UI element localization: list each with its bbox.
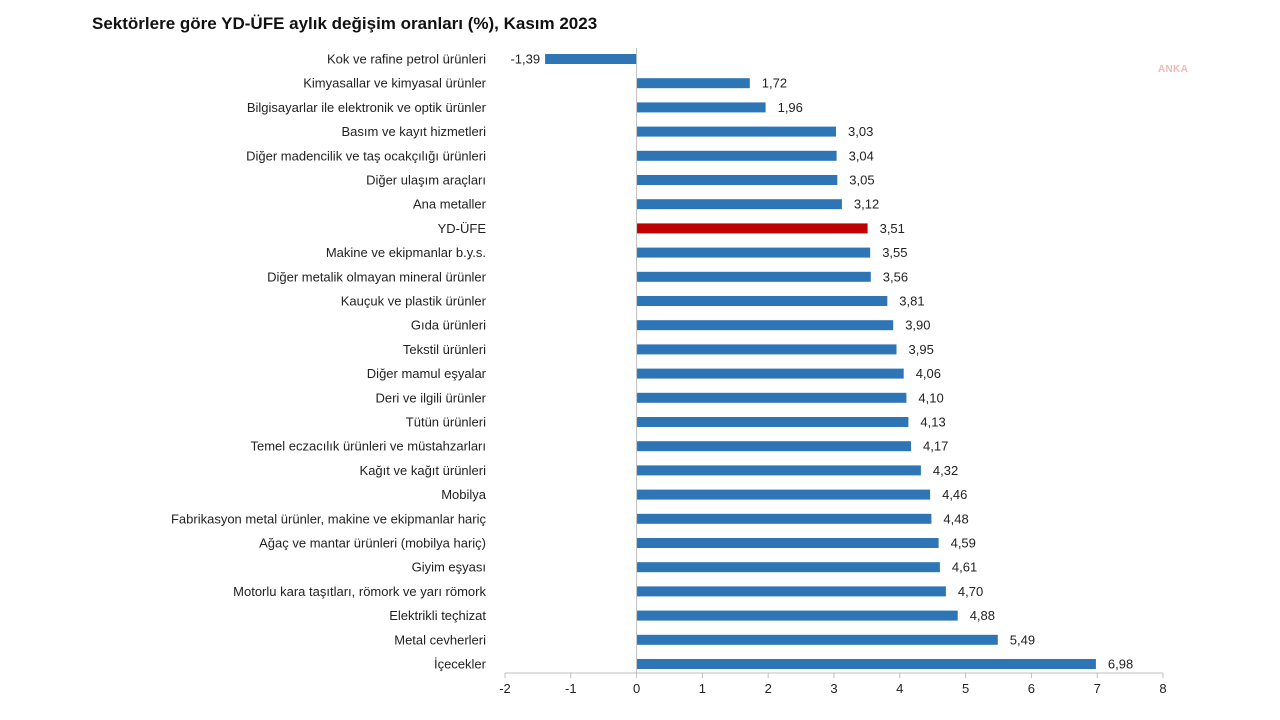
- category-label: Kok ve rafine petrol ürünleri: [327, 52, 486, 67]
- bar: [636, 513, 932, 524]
- bar: [636, 417, 909, 427]
- x-tick-label: 2: [765, 681, 772, 696]
- value-label: 1,72: [762, 76, 787, 91]
- value-label: 6,98: [1108, 657, 1133, 672]
- category-label: Gıda ürünleri: [411, 318, 486, 333]
- category-label: Temel eczacılık ürünleri ve müstahzarlar…: [250, 439, 486, 454]
- value-label: 4,10: [918, 390, 943, 405]
- bar: [636, 271, 871, 282]
- bar: [636, 247, 871, 258]
- category-label: YD-ÜFE: [438, 221, 487, 236]
- value-label: 3,05: [849, 173, 874, 188]
- category-label: Fabrikasyon metal ürünler, makine ve eki…: [171, 511, 487, 526]
- x-tick-label: 4: [896, 681, 903, 696]
- bar: [636, 175, 838, 185]
- value-label: 3,81: [899, 294, 924, 309]
- bar: [636, 586, 946, 597]
- x-tick-label: -1: [565, 681, 577, 696]
- bar: [636, 465, 921, 476]
- bar: [636, 489, 931, 500]
- value-label: 4,13: [920, 415, 945, 430]
- bar: [636, 102, 766, 113]
- value-label: -1,39: [510, 52, 540, 67]
- value-label: 1,96: [778, 100, 803, 115]
- bar: [636, 150, 837, 161]
- value-label: 4,17: [923, 439, 948, 454]
- x-tick-label: 7: [1094, 681, 1101, 696]
- category-label: Diğer ulaşım araçları: [366, 173, 486, 188]
- bar: [636, 344, 897, 355]
- category-label: Kimyasallar ve kimyasal ürünler: [303, 76, 486, 91]
- category-label: Makine ve ekipmanlar b.y.s.: [326, 245, 486, 260]
- category-label: Giyim eşyası: [412, 560, 486, 575]
- bar: [636, 659, 1096, 669]
- x-tick-label: 5: [962, 681, 969, 696]
- bar-highlight: [636, 223, 868, 234]
- value-label: 4,46: [942, 487, 967, 502]
- value-label: 4,61: [952, 560, 977, 575]
- value-label: 5,49: [1010, 632, 1035, 647]
- category-label: Bilgisayarlar ile elektronik ve optik ür…: [247, 100, 487, 115]
- value-label: 3,51: [880, 221, 905, 236]
- category-label: Mobilya: [441, 487, 487, 502]
- value-label: 3,56: [883, 269, 908, 284]
- value-label: 4,70: [958, 584, 983, 599]
- category-label: Metal cevherleri: [394, 632, 486, 647]
- bar: [636, 441, 911, 452]
- watermark-logo: ANKA: [1158, 64, 1189, 75]
- x-tick-label: 1: [699, 681, 706, 696]
- category-label: Deri ve ilgili ürünler: [375, 390, 486, 405]
- value-label: 4,32: [933, 463, 958, 478]
- x-tick-label: 0: [633, 681, 640, 696]
- bar: [636, 296, 888, 306]
- category-label: Elektrikli teçhizat: [389, 608, 486, 623]
- x-tick-label: 6: [1028, 681, 1035, 696]
- bar: [636, 78, 750, 89]
- category-label: Diğer madencilik ve taş ocakçılığı ürünl…: [246, 148, 486, 163]
- bar: [636, 126, 836, 137]
- value-label: 3,95: [909, 342, 934, 357]
- chart-title: Sektörlere göre YD-ÜFE aylık değişim ora…: [92, 14, 598, 33]
- x-tick-label: 8: [1159, 681, 1166, 696]
- bar: [545, 54, 637, 64]
- category-label: Kağıt ve kağıt ürünleri: [360, 463, 487, 478]
- category-label: Diğer metalik olmayan mineral ürünler: [267, 269, 487, 284]
- value-label: 4,48: [943, 511, 968, 526]
- value-label: 4,59: [951, 536, 976, 551]
- bar: [636, 562, 940, 573]
- bar: [636, 538, 939, 548]
- value-label: 3,12: [854, 197, 879, 212]
- category-label: Diğer mamul eşyalar: [367, 366, 487, 381]
- value-label: 3,90: [905, 318, 930, 333]
- x-tick-label: 3: [830, 681, 837, 696]
- value-label: 4,88: [970, 608, 995, 623]
- bar: [636, 320, 894, 331]
- value-label: 3,04: [849, 148, 874, 163]
- category-label: Kauçuk ve plastik ürünler: [341, 294, 487, 309]
- category-label: Ağaç ve mantar ürünleri (mobilya hariç): [259, 536, 486, 551]
- bar: [636, 634, 998, 645]
- category-label: Tekstil ürünleri: [403, 342, 486, 357]
- category-label: Motorlu kara taşıtları, römork ve yarı r…: [233, 584, 486, 599]
- value-label: 3,03: [848, 124, 873, 139]
- value-label: 3,55: [882, 245, 907, 260]
- value-label: 4,06: [916, 366, 941, 381]
- bar: [636, 392, 907, 403]
- bar: [636, 368, 904, 379]
- category-label: Ana metaller: [413, 197, 487, 212]
- category-label: Basım ve kayıt hizmetleri: [342, 124, 487, 139]
- x-tick-label: -2: [499, 681, 511, 696]
- bar: [636, 199, 842, 210]
- bar: [636, 610, 958, 621]
- category-label: Tütün ürünleri: [406, 415, 486, 430]
- category-label: İçecekler: [434, 657, 487, 672]
